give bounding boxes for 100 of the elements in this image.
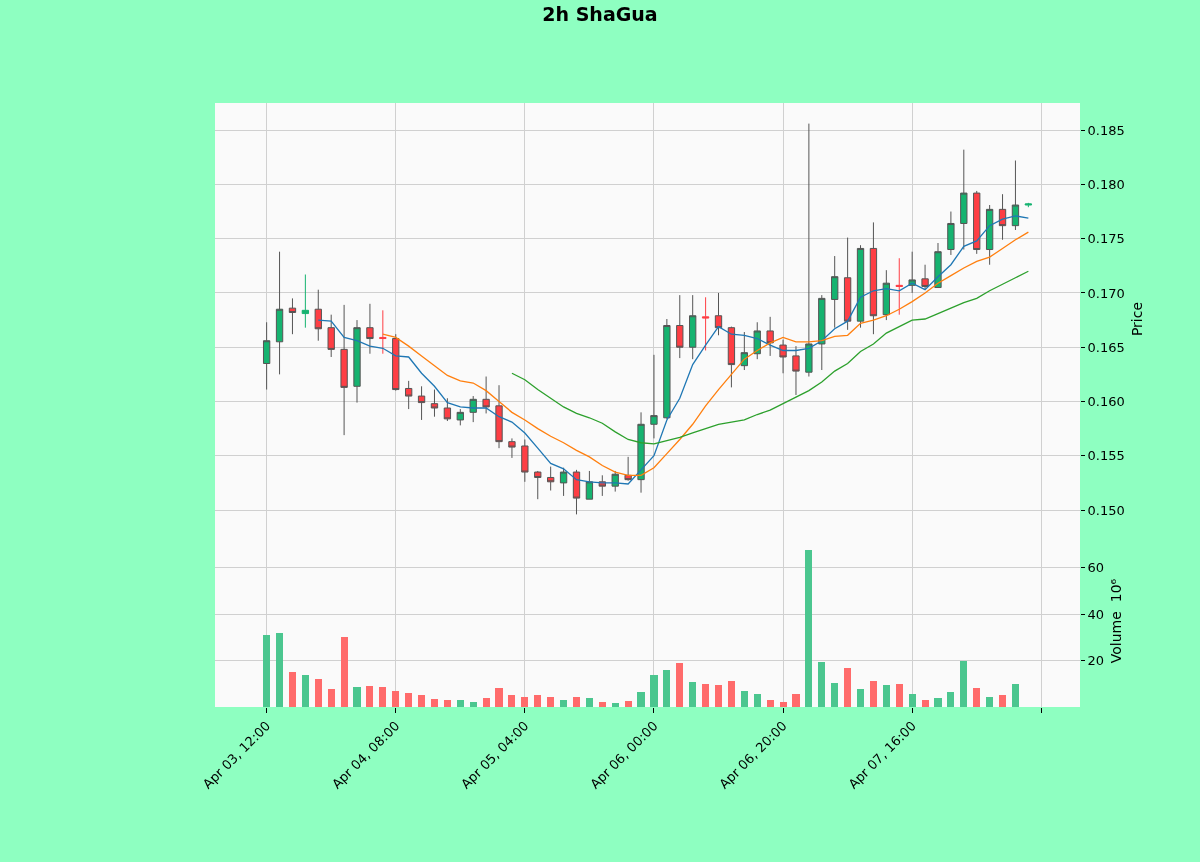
bar [805, 550, 812, 707]
y-tick-label: 0.155 [1087, 448, 1125, 464]
bar [302, 675, 309, 707]
candlestick [572, 469, 581, 515]
candlestick [521, 438, 529, 483]
bar [637, 692, 645, 707]
candlestick [1024, 202, 1033, 208]
candlestick [805, 123, 813, 378]
bar [289, 672, 296, 707]
y-tick-label: 20 [1087, 653, 1105, 669]
candlestick [818, 294, 826, 371]
bar [379, 687, 386, 707]
bar [844, 668, 851, 707]
candlestick [301, 274, 310, 329]
chart-title: 2h ShaGua [542, 3, 658, 26]
bar [676, 663, 683, 707]
candlestick [998, 193, 1007, 241]
bar [999, 695, 1006, 707]
bar [599, 702, 606, 707]
bar [470, 702, 477, 707]
candlestick [637, 411, 645, 494]
candlestick [960, 149, 968, 251]
candlestick [585, 470, 594, 500]
bar [702, 684, 709, 707]
y-tick-label: 40 [1087, 606, 1105, 622]
y-tick-label: 60 [1087, 560, 1105, 576]
candlestick [831, 255, 839, 329]
bar [276, 633, 283, 707]
candlestick [934, 242, 942, 289]
bar [495, 688, 503, 707]
bar [612, 703, 619, 707]
bar [767, 700, 774, 707]
bar [780, 702, 787, 707]
candlestick [779, 339, 787, 374]
candlestick [676, 294, 684, 359]
candlestick [495, 384, 503, 449]
bar [947, 692, 954, 707]
line-series [382, 231, 1030, 476]
candlestick [624, 456, 632, 482]
candlestick [740, 331, 748, 371]
candlestick [482, 376, 490, 414]
candlestick [921, 264, 929, 291]
bar [715, 685, 722, 707]
bar [483, 698, 490, 707]
candlestick [392, 333, 400, 392]
candlestick [985, 204, 994, 266]
line-series [317, 215, 1030, 485]
candlestick [340, 304, 348, 436]
candlestick [766, 316, 774, 357]
candlestick [417, 385, 426, 421]
candlestick [262, 321, 271, 391]
candlestick [443, 397, 452, 422]
candlestick [792, 345, 800, 396]
candlestick [856, 244, 865, 329]
y-tick-label: 0.170 [1087, 285, 1125, 301]
bar [986, 697, 993, 707]
candlestick [714, 292, 723, 336]
candlestick [650, 354, 658, 439]
bar [857, 689, 864, 707]
candlestick [895, 257, 903, 316]
bar [586, 698, 593, 707]
candlestick [727, 326, 736, 388]
bar [508, 695, 515, 707]
bar [560, 700, 567, 707]
candlestick [379, 309, 387, 355]
bar [534, 695, 541, 707]
candlestick [288, 297, 297, 335]
candlestick [508, 437, 516, 459]
bar [418, 695, 425, 707]
bar [754, 694, 761, 707]
candlestick [947, 211, 955, 256]
bar [896, 684, 903, 707]
bar [960, 661, 967, 707]
bar [792, 694, 800, 707]
bar [1012, 684, 1019, 707]
y-tick-label: 0.160 [1087, 394, 1125, 410]
bar [650, 675, 658, 707]
candlestick [663, 318, 671, 420]
candlestick [1011, 160, 1020, 231]
bar [366, 686, 373, 707]
candlestick [689, 294, 697, 360]
candlestick [534, 470, 542, 500]
y-tick-label: 0.175 [1087, 231, 1125, 247]
bar [341, 637, 348, 707]
bar [444, 700, 451, 707]
candlestick [327, 314, 335, 358]
bar [573, 697, 580, 707]
bar [392, 691, 399, 707]
bar [405, 693, 412, 707]
candlestick [430, 389, 439, 418]
candlestick [973, 190, 981, 255]
bar [353, 687, 361, 707]
line-series [511, 270, 1030, 445]
bar [883, 685, 890, 707]
bar [315, 679, 322, 707]
bar [263, 635, 270, 707]
candlestick [559, 467, 568, 497]
candlestick [456, 408, 464, 426]
bar [728, 681, 735, 707]
bar [457, 700, 464, 707]
